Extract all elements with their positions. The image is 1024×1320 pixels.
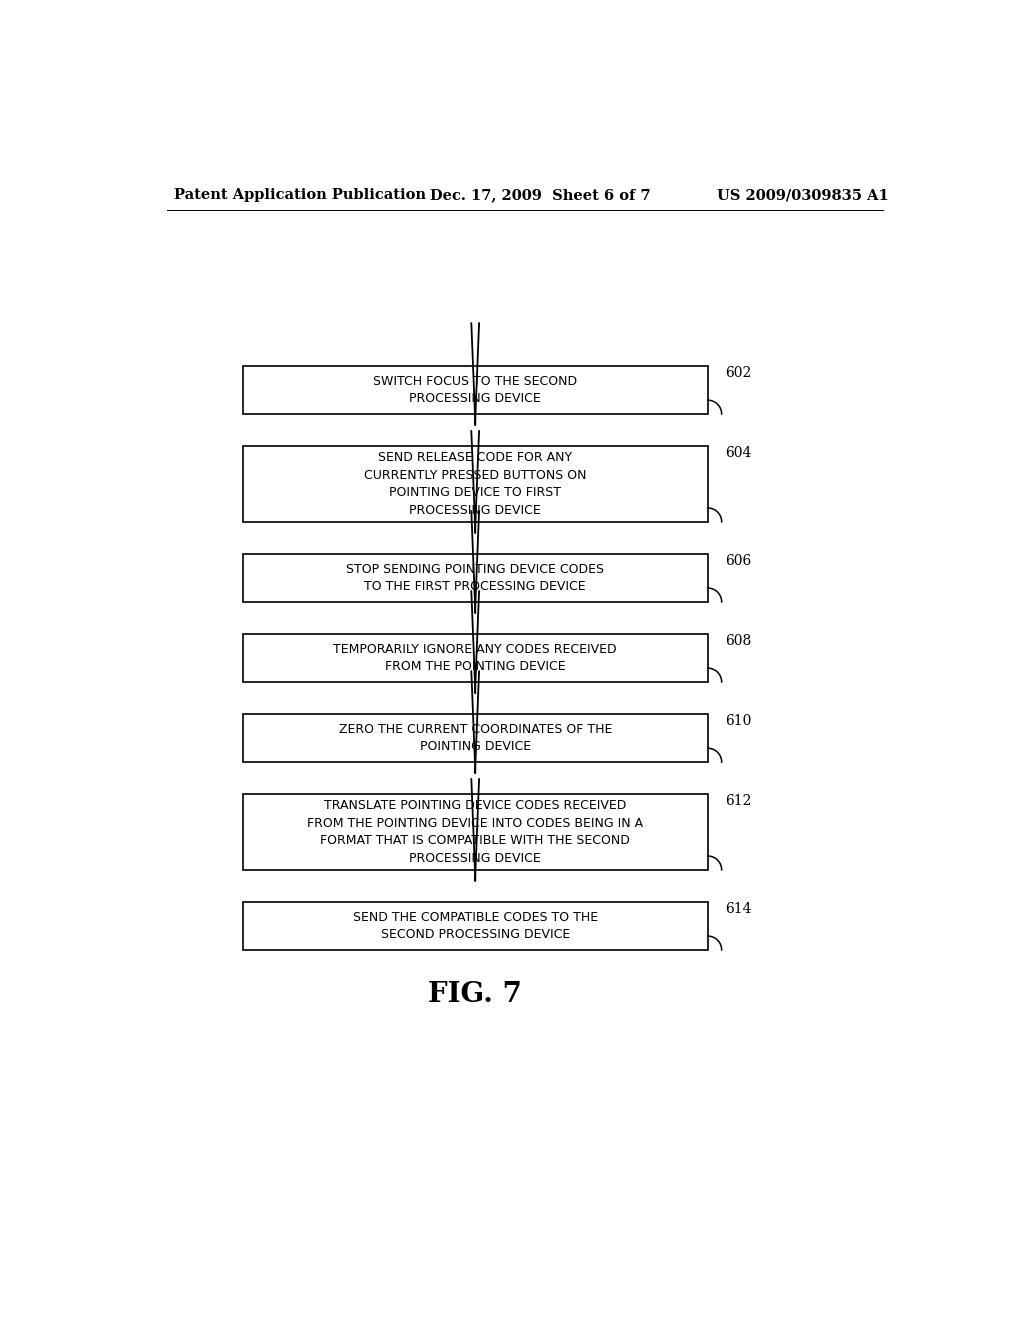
Bar [243,903,708,950]
Text: Patent Application Publication: Patent Application Publication [174,189,427,202]
Text: STOP SENDING POINTING DEVICE CODES
TO THE FIRST PROCESSING DEVICE: STOP SENDING POINTING DEVICE CODES TO TH… [346,562,604,593]
Text: 610: 610 [725,714,752,729]
Text: SEND RELEASE CODE FOR ANY
CURRENTLY PRESSED BUTTONS ON
POINTING DEVICE TO FIRST
: SEND RELEASE CODE FOR ANY CURRENTLY PRES… [364,451,587,517]
Text: 604: 604 [725,446,752,461]
Bar [243,367,708,414]
Bar [243,635,708,682]
Bar [243,795,708,870]
Text: ZERO THE CURRENT COORDINATES OF THE
POINTING DEVICE: ZERO THE CURRENT COORDINATES OF THE POIN… [339,723,612,754]
Text: 614: 614 [725,903,752,916]
Bar [243,714,708,762]
Text: US 2009/0309835 A1: US 2009/0309835 A1 [717,189,889,202]
Bar [243,554,708,602]
Text: Dec. 17, 2009  Sheet 6 of 7: Dec. 17, 2009 Sheet 6 of 7 [430,189,651,202]
Text: FIG. 7: FIG. 7 [428,981,522,1008]
Text: 602: 602 [725,367,751,380]
Text: SEND THE COMPATIBLE CODES TO THE
SECOND PROCESSING DEVICE: SEND THE COMPATIBLE CODES TO THE SECOND … [352,911,598,941]
Text: SWITCH FOCUS TO THE SECOND
PROCESSING DEVICE: SWITCH FOCUS TO THE SECOND PROCESSING DE… [373,375,578,405]
Text: TRANSLATE POINTING DEVICE CODES RECEIVED
FROM THE POINTING DEVICE INTO CODES BEI: TRANSLATE POINTING DEVICE CODES RECEIVED… [307,800,643,865]
Text: TEMPORARILY IGNORE ANY CODES RECEIVED
FROM THE POINTING DEVICE: TEMPORARILY IGNORE ANY CODES RECEIVED FR… [334,643,617,673]
Text: 608: 608 [725,635,751,648]
Text: 612: 612 [725,795,752,808]
Text: 606: 606 [725,554,751,568]
Bar [243,446,708,521]
